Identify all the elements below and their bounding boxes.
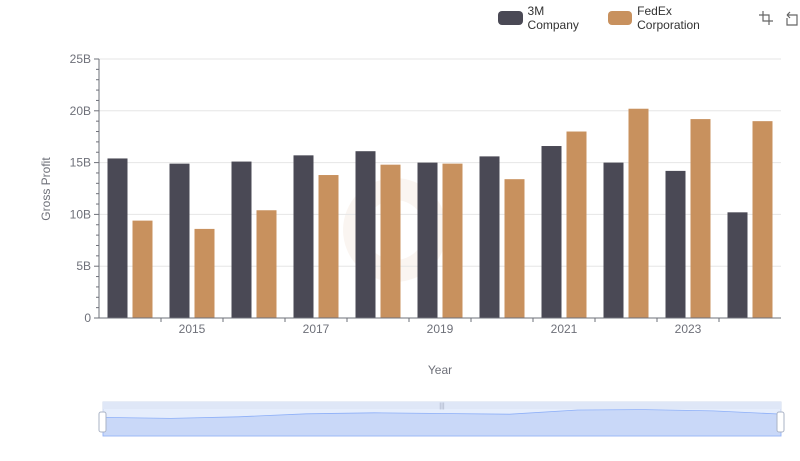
data-zoom-grip-icon: ||| [439,403,445,410]
legend-label-fedex: FedEx Corporation [637,4,700,32]
zoom-icon[interactable] [758,10,774,26]
bar-3m-2016[interactable] [231,161,252,318]
zoom-reset-icon[interactable] [784,10,800,26]
bar-3m-2020[interactable] [479,156,500,318]
chart-legend: 3M Company FedEx Corporation [498,4,800,32]
x-tick-label: 2017 [303,322,330,336]
y-tick-label: 0 [84,311,91,325]
data-zoom-top-bar[interactable] [103,402,781,409]
bars [107,108,773,318]
bar-3m-2014[interactable] [107,158,128,318]
bar-3m-2018[interactable] [355,151,376,318]
y-axis-title: Gross Profit [39,157,53,221]
data-zoom-slider[interactable]: ||| [98,401,785,437]
legend-item-fedex[interactable]: FedEx Corporation [607,4,736,32]
legend-swatch-fedex [607,11,633,25]
x-tick-label: 2023 [675,322,702,336]
bar-fedex-2018[interactable] [380,164,401,318]
y-tick-label: 10B [70,207,91,221]
legend-item-3m[interactable]: 3M Company [498,4,598,32]
y-tick-label: 15B [70,156,91,170]
bar-fedex-2020[interactable] [504,179,525,318]
chart-toolbox [748,10,800,26]
bar-fedex-2015[interactable] [194,228,215,318]
bar-3m-2019[interactable] [417,162,438,318]
bar-fedex-2023[interactable] [690,119,711,318]
bar-3m-2023[interactable] [665,170,686,318]
x-tick-label: 2021 [551,322,578,336]
bar-3m-2015[interactable] [169,163,190,318]
bar-3m-2024[interactable] [727,212,748,318]
y-tick-label: 5B [76,259,91,273]
bar-fedex-2016[interactable] [256,210,277,318]
bar-fedex-2021[interactable] [566,131,587,318]
bar-3m-2017[interactable] [293,155,314,318]
bar-fedex-2024[interactable] [752,121,773,318]
x-tick-label: 2015 [179,322,206,336]
y-tick-label: 25B [70,52,91,66]
x-axis: 2015 2017 2019 2021 2023 [99,317,781,336]
data-zoom-preview-area [102,409,782,437]
bar-3m-2021[interactable] [541,146,562,318]
bar-3m-2022[interactable] [603,162,624,318]
data-zoom-handle-left[interactable] [98,411,107,433]
y-axis: 0 5B 10B 15B 20B 25B [70,52,100,325]
bar-fedex-2019[interactable] [442,163,463,318]
legend-swatch-3m [498,11,523,25]
legend-label-3m: 3M Company [527,4,579,32]
bar-fedex-2022[interactable] [628,108,649,318]
bar-fedex-2017[interactable] [318,175,339,318]
bar-fedex-2014[interactable] [132,220,153,318]
data-zoom-handle-right[interactable] [776,411,785,433]
y-tick-label: 20B [70,104,91,118]
x-tick-label: 2019 [427,322,454,336]
x-axis-title: Year [428,363,452,377]
